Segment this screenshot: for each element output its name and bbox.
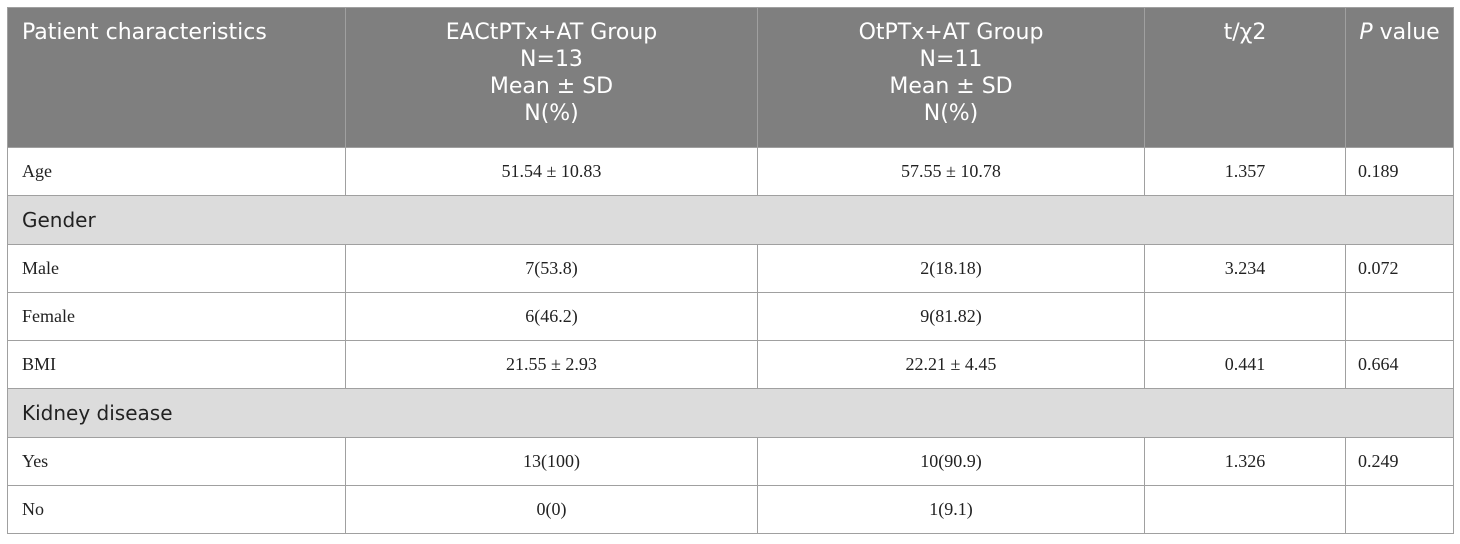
table-row-yes: Yes 13(100) 10(90.9) 1.326 0.249: [7, 437, 1454, 486]
header-eactptx-group: EACtPTx+AT Group N=13 Mean ± SD N(%): [345, 7, 758, 148]
cell-otptx: 9(81.82): [757, 292, 1145, 341]
table-row-age: Age 51.54 ± 10.83 57.55 ± 10.78 1.357 0.…: [7, 147, 1454, 196]
cell-p-value: 0.072: [1345, 244, 1454, 293]
header-t-chi2: t/χ2: [1144, 7, 1346, 148]
section-row-gender: Gender: [7, 195, 1454, 245]
header-p-italic: P: [1359, 20, 1373, 45]
header-eactptx-n: N=13: [520, 47, 583, 72]
row-label: Female: [7, 292, 346, 341]
patient-characteristics-table: Patient characteristics EACtPTx+AT Group…: [7, 7, 1454, 534]
table-row-no: No 0(0) 1(9.1): [7, 485, 1454, 534]
header-eactptx-mean: Mean ± SD: [489, 74, 614, 99]
cell-otptx: 2(18.18): [757, 244, 1145, 293]
table-row-bmi: BMI 21.55 ± 2.93 22.21 ± 4.45 0.441 0.66…: [7, 340, 1454, 389]
cell-p-value: [1345, 485, 1454, 534]
row-label: Male: [7, 244, 346, 293]
header-p-value: P value: [1345, 7, 1454, 148]
section-label: Kidney disease: [7, 388, 1454, 438]
row-label: Yes: [7, 437, 346, 486]
cell-eactptx: 0(0): [345, 485, 758, 534]
table-row-male: Male 7(53.8) 2(18.18) 3.234 0.072: [7, 244, 1454, 293]
cell-eactptx: 13(100): [345, 437, 758, 486]
cell-eactptx: 51.54 ± 10.83: [345, 147, 758, 196]
row-label: Age: [7, 147, 346, 196]
cell-t-chi2: 1.357: [1144, 147, 1346, 196]
header-otptx-n: N=11: [919, 47, 983, 72]
cell-t-chi2: [1144, 485, 1346, 534]
cell-p-value: 0.189: [1345, 147, 1454, 196]
table-row-female: Female 6(46.2) 9(81.82): [7, 292, 1454, 341]
header-otptx-mean: Mean ± SD: [889, 74, 1013, 99]
cell-eactptx: 21.55 ± 2.93: [345, 340, 758, 389]
cell-otptx: 10(90.9): [757, 437, 1145, 486]
header-otptx-title: OtPTx+AT Group: [858, 20, 1044, 45]
header-row: Patient characteristics EACtPTx+AT Group…: [7, 7, 1454, 148]
header-otptx-group: OtPTx+AT Group N=11 Mean ± SD N(%): [757, 7, 1145, 148]
header-eactptx-title: EACtPTx+AT Group: [445, 20, 658, 45]
cell-t-chi2: 3.234: [1144, 244, 1346, 293]
row-label: No: [7, 485, 346, 534]
cell-t-chi2: 1.326: [1144, 437, 1346, 486]
section-row-kidney-disease: Kidney disease: [7, 388, 1454, 438]
cell-p-value: 0.664: [1345, 340, 1454, 389]
header-p-rest: value: [1372, 20, 1440, 45]
row-label: BMI: [7, 340, 346, 389]
cell-otptx: 1(9.1): [757, 485, 1145, 534]
section-label: Gender: [7, 195, 1454, 245]
header-eactptx-pct: N(%): [524, 101, 579, 126]
cell-eactptx: 6(46.2): [345, 292, 758, 341]
cell-otptx: 57.55 ± 10.78: [757, 147, 1145, 196]
cell-p-value: [1345, 292, 1454, 341]
cell-t-chi2: [1144, 292, 1346, 341]
cell-t-chi2: 0.441: [1144, 340, 1346, 389]
cell-otptx: 22.21 ± 4.45: [757, 340, 1145, 389]
cell-eactptx: 7(53.8): [345, 244, 758, 293]
header-patient-characteristics: Patient characteristics: [7, 7, 346, 148]
cell-p-value: 0.249: [1345, 437, 1454, 486]
header-otptx-pct: N(%): [923, 101, 979, 126]
